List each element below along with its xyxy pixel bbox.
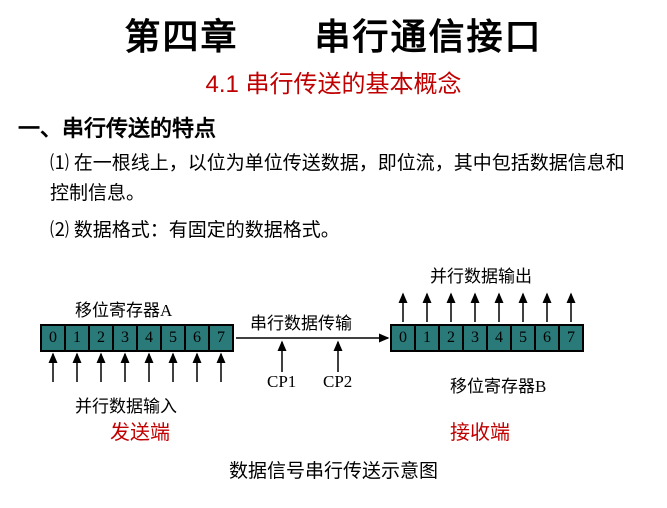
label-parallel-out: 并行数据输出 — [430, 262, 532, 287]
cell: 1 — [66, 326, 90, 350]
cell: 4 — [488, 326, 512, 350]
diagram-container: 并行数据输出 移位寄存器A 串行数据传输 CP1 CP2 移位寄存器B 并行数据… — [20, 254, 647, 454]
diagram-caption: 数据信号串行传送示意图 — [0, 456, 667, 483]
cell: 3 — [114, 326, 138, 350]
sub-heading: 一、串行传送的特点 — [18, 111, 667, 143]
cell: 5 — [512, 326, 536, 350]
register-b: 0 1 2 3 4 5 6 7 — [390, 324, 584, 352]
cell: 6 — [536, 326, 560, 350]
label-cp1: CP1 — [267, 372, 296, 392]
cell: 7 — [210, 326, 232, 350]
cell: 1 — [416, 326, 440, 350]
chapter-title: 第四章 串行通信接口 — [0, 8, 667, 60]
cell: 0 — [392, 326, 416, 350]
label-cp2: CP2 — [323, 372, 352, 392]
label-serial: 串行数据传输 — [250, 309, 352, 334]
cell: 5 — [162, 326, 186, 350]
register-a: 0 1 2 3 4 5 6 7 — [40, 324, 234, 352]
label-parallel-in: 并行数据输入 — [75, 392, 177, 417]
section-title: 4.1 串行传送的基本概念 — [0, 64, 667, 99]
label-sender: 发送端 — [110, 416, 170, 445]
point-1: ⑴ 在一根线上，以位为单位传送数据，即位流，其中包括数据信息和控制信息。 — [50, 149, 627, 210]
cell: 6 — [186, 326, 210, 350]
cell: 2 — [440, 326, 464, 350]
cell: 2 — [90, 326, 114, 350]
label-receiver: 接收端 — [450, 416, 510, 445]
point-2: ⑵ 数据格式：有固定的数据格式。 — [50, 216, 627, 246]
label-register-b: 移位寄存器B — [450, 372, 546, 397]
cell: 4 — [138, 326, 162, 350]
cell: 3 — [464, 326, 488, 350]
cell: 0 — [42, 326, 66, 350]
label-register-a: 移位寄存器A — [75, 296, 172, 321]
cell: 7 — [560, 326, 582, 350]
